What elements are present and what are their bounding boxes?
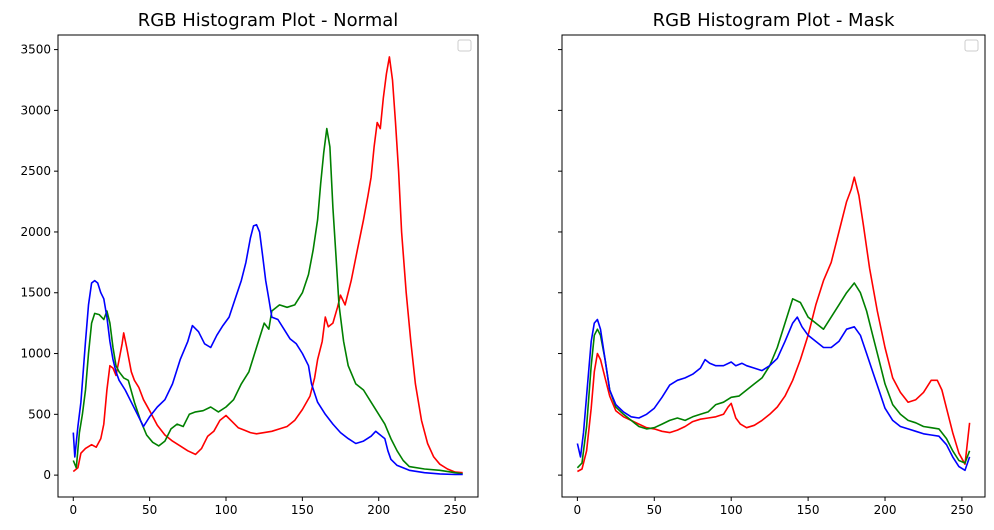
chart-panel-1: RGB Histogram Plot - Normal 0 50 100 150 200 2… (20, 10, 479, 517)
series-line-2 (576, 282, 971, 469)
x-tick-label: 200 (367, 503, 390, 517)
series-line-2 (72, 127, 463, 475)
x-tick-label: 0 (574, 503, 582, 517)
y-tick-label: 2000 (20, 225, 51, 239)
x-tick-label: 250 (950, 503, 973, 517)
series-line-3 (72, 223, 463, 476)
x-tick-label: 100 (215, 503, 238, 517)
x-tick-label: 200 (874, 503, 897, 517)
series-line-1 (72, 56, 463, 474)
legend-box (964, 39, 979, 52)
x-tick-label: 0 (69, 503, 77, 517)
series-line-1 (577, 176, 971, 473)
x-tick-label: 150 (291, 503, 314, 517)
x-tick-label: 250 (444, 503, 467, 517)
x-tick-label: 50 (647, 503, 662, 517)
x-tick-label: 150 (797, 503, 820, 517)
y-tick-label: 2500 (20, 164, 51, 178)
x-tick-label: 100 (720, 503, 743, 517)
chart-title: RGB Histogram Plot - Mask (653, 10, 895, 31)
chart-panel-2: RGB Histogram Plot - Mask 0 50 100 150 200 250 (558, 10, 986, 517)
y-tick-label: 3500 (20, 43, 51, 57)
chart-title: RGB Histogram Plot - Normal (138, 10, 399, 31)
plot-frame (561, 34, 986, 498)
x-tick-label: 50 (142, 503, 157, 517)
series-line-3 (576, 316, 971, 472)
plot-frame (57, 34, 479, 498)
legend-box (457, 39, 472, 52)
y-tick-label: 0 (43, 468, 51, 482)
y-tick-label: 1500 (20, 286, 51, 300)
y-tick-label: 3000 (20, 103, 51, 117)
y-tick-label: 500 (28, 407, 51, 421)
y-tick-label: 1000 (20, 347, 51, 361)
